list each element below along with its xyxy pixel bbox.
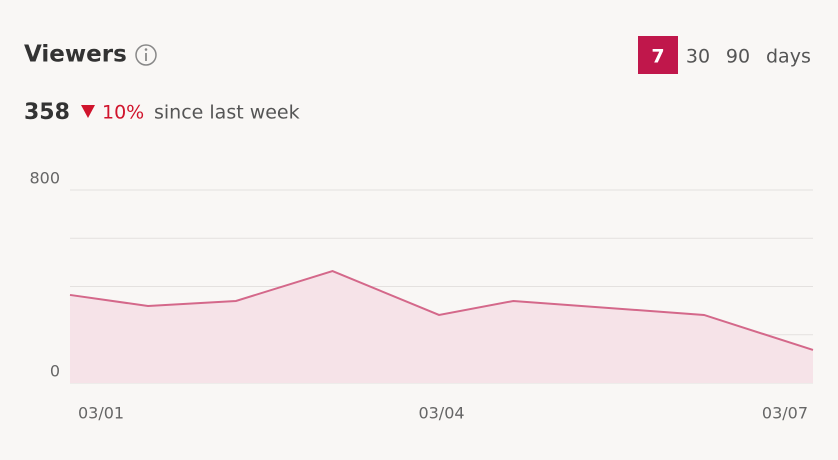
summary-change: 10% [102,102,144,124]
info-dot [144,48,148,51]
x-tick-label: 03/01 [78,404,124,423]
range-button-bg [638,36,678,74]
x-tick-label: 03/04 [418,404,464,423]
summary-value: 358 [24,100,70,125]
y-tick-label: 800 [29,169,60,188]
area-fill [70,271,813,383]
card-title: Viewers [24,42,127,68]
range-button[interactable]: 7 [651,46,664,68]
range-button[interactable]: 90 [726,46,750,68]
y-tick-label: 0 [50,362,60,381]
range-unit: days [766,46,811,68]
info-circle [135,44,157,66]
range-button[interactable]: 30 [686,46,710,68]
plot: 0 800 03/01 03/04 03/07 [29,169,814,423]
range-selector: 7 30 90 [638,36,750,74]
summary-text: since last week [154,102,300,124]
info-icon[interactable] [135,44,157,66]
x-tick-label: 03/07 [762,404,808,423]
line [69,269,814,351]
down-arrow [81,105,95,118]
